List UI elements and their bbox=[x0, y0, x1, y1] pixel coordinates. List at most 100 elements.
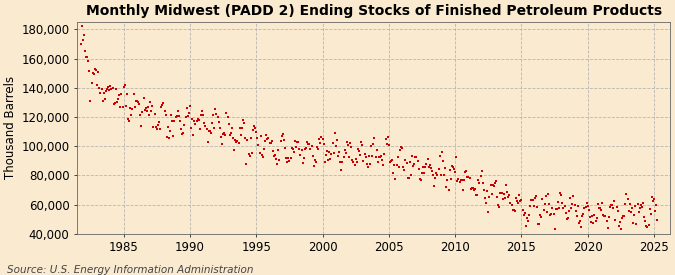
Point bbox=[464, 176, 475, 180]
Point bbox=[644, 207, 655, 211]
Point bbox=[418, 165, 429, 170]
Point bbox=[78, 38, 88, 42]
Point bbox=[323, 158, 333, 163]
Point bbox=[348, 160, 359, 164]
Point bbox=[338, 155, 349, 160]
Point bbox=[416, 178, 427, 182]
Point bbox=[463, 175, 474, 179]
Point bbox=[429, 184, 439, 189]
Point bbox=[146, 109, 157, 113]
Point bbox=[451, 155, 462, 160]
Point bbox=[111, 87, 122, 92]
Point bbox=[510, 196, 521, 200]
Point bbox=[305, 147, 316, 151]
Point bbox=[456, 178, 466, 183]
Point bbox=[468, 188, 479, 192]
Point bbox=[450, 169, 460, 174]
Point bbox=[545, 213, 556, 217]
Point bbox=[577, 214, 588, 218]
Point bbox=[437, 150, 448, 154]
Point bbox=[206, 131, 217, 135]
Point bbox=[576, 225, 587, 230]
Point bbox=[399, 168, 410, 172]
Point bbox=[203, 129, 214, 133]
Point bbox=[443, 188, 454, 192]
Point bbox=[313, 147, 323, 151]
Point bbox=[472, 193, 483, 197]
Point bbox=[531, 205, 542, 210]
Point bbox=[420, 165, 431, 170]
Point bbox=[551, 207, 562, 212]
Point bbox=[193, 117, 204, 122]
Point bbox=[248, 128, 259, 132]
Point bbox=[191, 119, 202, 123]
Point bbox=[513, 201, 524, 205]
Point bbox=[350, 157, 361, 161]
Point bbox=[522, 216, 533, 221]
Point bbox=[356, 140, 367, 144]
Point bbox=[525, 204, 536, 208]
Point bbox=[406, 173, 416, 177]
Point bbox=[260, 139, 271, 143]
Point bbox=[465, 187, 476, 192]
Point bbox=[196, 113, 207, 117]
Point bbox=[284, 159, 295, 163]
Point bbox=[390, 177, 401, 181]
Point bbox=[517, 207, 528, 212]
Point bbox=[373, 160, 383, 164]
Point bbox=[650, 208, 661, 213]
Point bbox=[136, 124, 146, 129]
Point bbox=[599, 213, 610, 218]
Point bbox=[433, 167, 444, 172]
Point bbox=[279, 145, 290, 150]
Point bbox=[94, 86, 105, 90]
Text: Source: U.S. Energy Information Administration: Source: U.S. Energy Information Administ… bbox=[7, 265, 253, 275]
Point bbox=[547, 206, 558, 210]
Point bbox=[373, 155, 384, 160]
Point bbox=[649, 197, 659, 201]
Point bbox=[294, 147, 304, 152]
Point bbox=[225, 131, 236, 135]
Point bbox=[522, 219, 533, 223]
Point bbox=[208, 113, 219, 117]
Point bbox=[477, 169, 487, 173]
Point bbox=[430, 175, 441, 180]
Point bbox=[418, 170, 429, 175]
Point bbox=[234, 126, 245, 130]
Point bbox=[148, 125, 159, 130]
Point bbox=[535, 213, 545, 217]
Point bbox=[142, 109, 153, 113]
Point bbox=[494, 205, 505, 209]
Point bbox=[597, 200, 608, 205]
Point bbox=[533, 222, 543, 226]
Point bbox=[180, 114, 191, 119]
Point bbox=[392, 155, 403, 159]
Point bbox=[250, 126, 261, 130]
Point bbox=[166, 113, 177, 117]
Point bbox=[548, 212, 559, 217]
Point bbox=[382, 135, 393, 139]
Point bbox=[631, 222, 642, 226]
Point bbox=[414, 177, 425, 181]
Point bbox=[290, 139, 300, 144]
Point bbox=[539, 202, 550, 207]
Point bbox=[383, 143, 394, 147]
Point bbox=[259, 147, 269, 151]
Point bbox=[531, 194, 541, 199]
Point bbox=[344, 155, 354, 159]
Point bbox=[621, 192, 632, 196]
Point bbox=[246, 151, 257, 155]
Point bbox=[470, 192, 481, 197]
Point bbox=[177, 132, 188, 136]
Point bbox=[354, 148, 364, 153]
Point bbox=[157, 103, 167, 107]
Point bbox=[534, 221, 545, 226]
Point bbox=[342, 140, 352, 144]
Point bbox=[187, 116, 198, 121]
Point bbox=[108, 102, 119, 106]
Point bbox=[296, 148, 307, 153]
Point bbox=[147, 103, 158, 108]
Point bbox=[593, 206, 604, 210]
Point bbox=[347, 158, 358, 162]
Point bbox=[230, 138, 241, 142]
